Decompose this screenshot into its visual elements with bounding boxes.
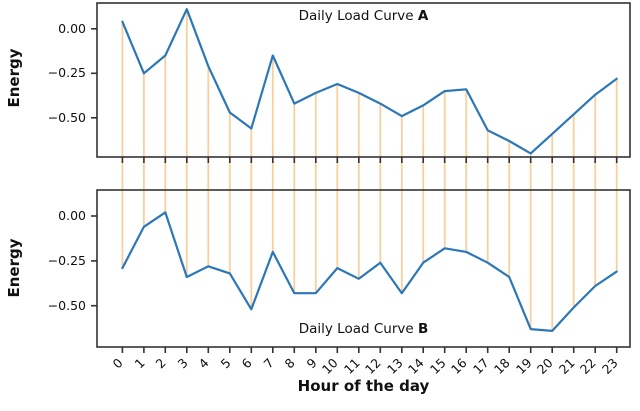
chart-b-line	[121, 211, 618, 332]
chart-a-line	[121, 8, 618, 155]
chart-a-ticks	[91, 27, 618, 163]
chart-a-frame	[96, 2, 631, 158]
chart-b-ticks	[91, 215, 618, 353]
chart-b-frame	[96, 189, 631, 348]
hour-connector-lines	[121, 9, 618, 331]
